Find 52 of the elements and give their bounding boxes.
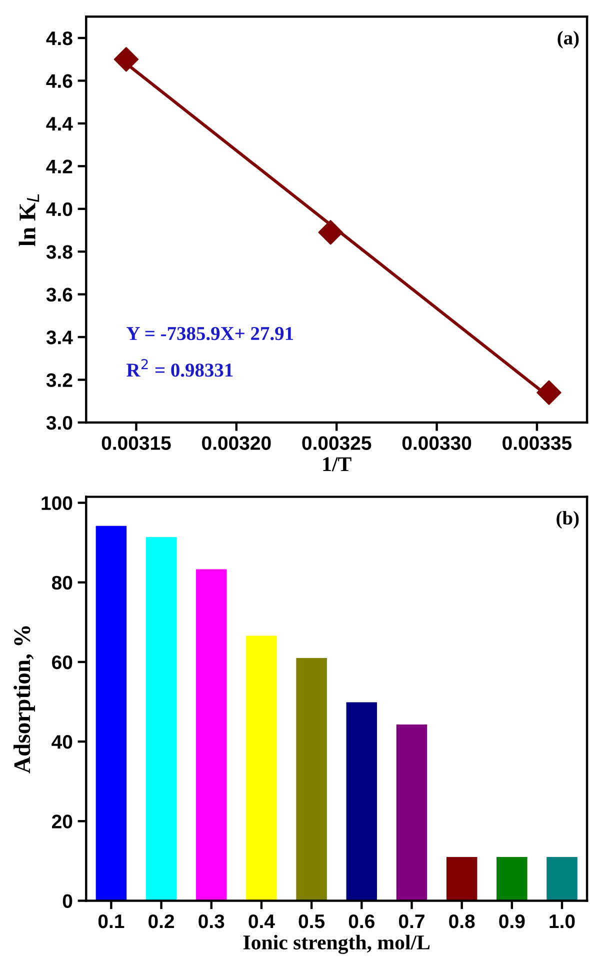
bar [546,857,578,901]
y-tick-label: 3.2 [46,373,72,388]
y-tick-label: 3.4 [46,330,73,344]
x-tick-label: 0.00325 [302,436,372,450]
y-tick-label: 4.0 [46,202,72,216]
x-tick-label: 1.0 [550,914,575,928]
bar [146,537,177,901]
y-tick-label: 100 [42,496,72,510]
y-tick-label: 4.4 [46,117,73,130]
y-tick-label: 3.8 [46,245,72,259]
x-tick-label: 0.4 [248,914,275,928]
x-axis-title: 1/T [323,457,352,472]
point [536,380,562,405]
x-tick-label: 0.00335 [502,436,572,450]
x-tick-label: 0.2 [148,914,174,928]
annotation: R$^{2}$ = 0.98331 [126,358,233,377]
bar [296,658,327,901]
y-tick-label: 4.2 [46,160,72,174]
x-tick-label: 0.00320 [202,436,271,450]
y-tick-label: 80 [52,576,72,590]
y-tick-label: 20 [52,814,72,828]
x-tick-label: 0.8 [449,914,475,928]
x-tick-label: 0.00330 [402,436,472,450]
y-axis-title: ln K$_{L}$ [18,194,40,246]
bar [446,857,478,901]
bar [196,569,227,901]
bar [346,702,378,901]
x-axis-title: Ionic strength, mol/L [243,934,430,954]
y-tick-label: 40 [52,735,72,749]
point [318,220,343,245]
annotation: Y = -7385.9X+ 27.91 [126,326,294,340]
x-tick-label: 0.9 [499,914,525,928]
annotation: (a) [558,30,579,48]
x-tick-label: 0.5 [298,914,325,928]
bar [496,857,528,901]
y-tick-label: 3.6 [46,288,72,302]
point [114,47,139,72]
x-tick-label: 0.1 [98,914,124,928]
x-tick-label: 0.7 [398,914,424,928]
y-tick-label: 0 [62,894,72,908]
y-tick-label: 4.8 [46,31,72,46]
y-axis-title: Adsorption, % [14,626,35,774]
y-tick-label: 3.0 [46,416,72,430]
bar [246,636,277,901]
annotation: (b) [556,510,579,529]
y-tick-label: 60 [52,655,72,670]
x-tick-label: 0.3 [198,914,224,928]
bar [396,724,428,901]
x-tick-label: 0.6 [348,914,374,928]
bar [96,526,127,901]
y-tick-label: 4.6 [46,74,72,88]
x-tick-label: 0.00315 [102,436,171,450]
